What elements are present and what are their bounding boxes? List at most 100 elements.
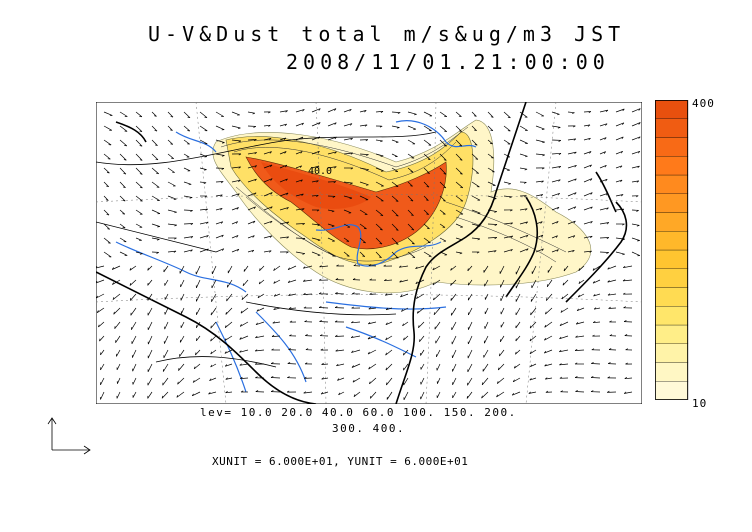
wind-vector (466, 391, 473, 399)
wind-vector-head (335, 278, 339, 280)
wind-vector (418, 321, 425, 328)
wind-vector-head (362, 255, 365, 257)
wind-vector-head (300, 151, 303, 154)
wind-vector-head (300, 179, 303, 182)
wind-vector-head (210, 364, 213, 368)
wind-vector-head (239, 324, 242, 327)
wind-vector-head (112, 282, 115, 285)
wind-vector (467, 363, 473, 373)
wind-vector (503, 153, 511, 158)
wind-vector-head (351, 321, 354, 324)
wind-vector-head (286, 221, 290, 224)
wind-vector (503, 181, 511, 185)
wind-vector (112, 265, 121, 270)
wind-vector (599, 137, 607, 141)
wind-vector-head (542, 154, 545, 157)
wind-vector-head (240, 376, 243, 379)
wind-vector (167, 125, 173, 131)
wind-vector-head (559, 336, 562, 340)
wind-vector-head (542, 141, 545, 144)
wind-vector (544, 335, 553, 341)
wind-vector-head (303, 266, 306, 269)
wind-vector (531, 265, 537, 274)
wind-vector (119, 209, 126, 215)
wind-vector-head (188, 183, 192, 186)
wind-vector-head (380, 229, 383, 231)
wind-vector (116, 349, 121, 357)
wind-vector-head (623, 306, 626, 309)
wind-vector (391, 195, 399, 202)
wind-vector (439, 139, 447, 147)
wind-vector-head (334, 122, 337, 125)
wind-vector (303, 265, 313, 269)
wind-vector-head (139, 130, 143, 132)
wind-vector (135, 111, 143, 118)
wind-vector-head (255, 376, 258, 379)
wind-vector (608, 307, 617, 309)
wind-vector-head (494, 224, 498, 226)
wind-vector (419, 335, 425, 342)
wind-vector (599, 207, 609, 211)
wind-vector-head (106, 213, 110, 216)
wind-vector-head (474, 129, 477, 132)
wind-vector-head (129, 267, 132, 271)
wind-vector (567, 164, 577, 169)
wind-vector (240, 321, 249, 327)
wind-vector (295, 179, 303, 183)
wind-vector-head (268, 124, 271, 127)
wind-vector (224, 321, 233, 328)
wind-vector-head (316, 180, 319, 183)
wind-vector (343, 251, 350, 257)
wind-vector (519, 248, 529, 253)
wind-vector (423, 139, 432, 146)
wind-vector-head (238, 179, 241, 183)
wind-vector-head (607, 280, 610, 283)
wind-vector (500, 335, 505, 342)
wind-vector (135, 139, 143, 147)
wind-vector-head (379, 125, 383, 128)
wind-vector-head (268, 138, 272, 141)
wind-vector-head (625, 348, 629, 351)
wind-vector (631, 136, 641, 141)
wind-vector (559, 321, 569, 327)
wind-vector (295, 122, 304, 127)
wind-vector (631, 150, 641, 155)
wind-vector (162, 377, 169, 386)
wind-vector (279, 236, 289, 239)
wind-vector (295, 165, 302, 169)
wind-vector (530, 307, 537, 316)
wind-vector-head (122, 199, 126, 202)
wind-vector (257, 293, 265, 299)
wind-vector (423, 167, 430, 174)
wind-vector (255, 321, 265, 326)
wind-vector (535, 153, 545, 156)
wind-vector-head (624, 377, 628, 379)
wind-vector (319, 307, 329, 309)
colorbar-cell (655, 268, 689, 288)
wind-vector (311, 108, 321, 113)
wind-vector-head (425, 199, 429, 201)
wind-vector (115, 335, 121, 343)
wind-vector-head (105, 199, 109, 201)
coastlines (96, 102, 628, 404)
wind-vector-head (288, 293, 291, 296)
wind-vector-head (301, 208, 305, 211)
wind-vector-head (240, 310, 243, 314)
wind-vector (279, 207, 289, 211)
wind-vector-head (573, 220, 576, 224)
wind-vector (623, 265, 633, 269)
wind-vector-head (526, 234, 529, 238)
wind-vector-head (288, 307, 292, 309)
wind-vector (279, 123, 287, 127)
wind-vector (335, 349, 345, 352)
wind-vector-head (365, 139, 369, 142)
wind-vector-head (623, 320, 627, 322)
wind-vector (407, 125, 417, 130)
wind-vector-head (621, 208, 625, 211)
wind-vector (593, 293, 601, 297)
wind-vector-head (524, 168, 528, 171)
wind-vector-head (477, 238, 481, 241)
wind-vector (385, 293, 393, 296)
wind-vector (583, 192, 593, 197)
wind-vector-head (256, 309, 259, 312)
